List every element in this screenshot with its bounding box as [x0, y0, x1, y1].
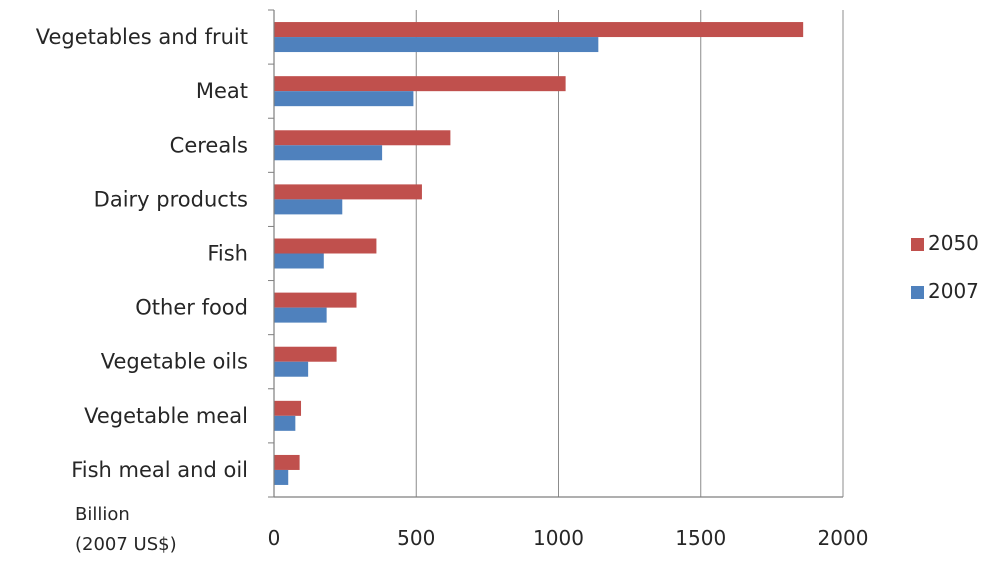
bar-2007 — [274, 253, 324, 269]
category-label: Dairy products — [94, 187, 248, 211]
bar-2050 — [274, 238, 377, 254]
category-label: Vegetable meal — [84, 404, 248, 428]
bar-2007 — [274, 307, 327, 323]
bar-2007 — [274, 145, 383, 161]
x-tick-label: 2000 — [818, 526, 869, 550]
category-label: Other food — [135, 296, 248, 320]
bar-2007 — [274, 361, 309, 377]
bar-2050 — [274, 184, 422, 200]
bar-2050 — [274, 346, 337, 362]
bar-2050 — [274, 76, 566, 92]
bar-2007 — [274, 91, 414, 107]
labels: Billion (2007 US$) 0 500 1000 1500 2000 Veget… — [36, 25, 869, 555]
x-tick-label: 500 — [397, 526, 435, 550]
category-label: Fish — [207, 242, 248, 266]
legend-label-2050: 2050 — [928, 231, 979, 255]
bar-2050 — [274, 454, 300, 470]
category-label: Vegetable oils — [101, 350, 248, 374]
legend: 2050 2007 — [911, 231, 979, 303]
x-unit-label-line-2: (2007 US$) — [75, 534, 177, 555]
axes — [268, 9, 843, 498]
bar-2050 — [274, 400, 302, 416]
bar-2007 — [274, 469, 289, 485]
category-label: Vegetables and fruit — [36, 25, 248, 49]
legend-swatch-2007 — [911, 286, 924, 299]
legend-label-2007: 2007 — [928, 279, 979, 303]
bar-2007 — [274, 37, 599, 53]
category-label: Meat — [196, 79, 248, 103]
x-unit-label-line-1: Billion — [75, 504, 130, 525]
bar-2050 — [274, 22, 804, 38]
bar-2050 — [274, 292, 357, 308]
category-label: Cereals — [170, 133, 248, 157]
legend-swatch-2050 — [911, 238, 924, 251]
bar-2050 — [274, 130, 451, 146]
category-label: Fish meal and oil — [71, 458, 248, 482]
x-tick-label: 0 — [268, 526, 281, 550]
x-tick-label: 1500 — [675, 526, 726, 550]
x-tick-label: 1000 — [533, 526, 584, 550]
bars — [274, 22, 804, 485]
bar-2007 — [274, 199, 343, 215]
bar-2007 — [274, 415, 296, 431]
